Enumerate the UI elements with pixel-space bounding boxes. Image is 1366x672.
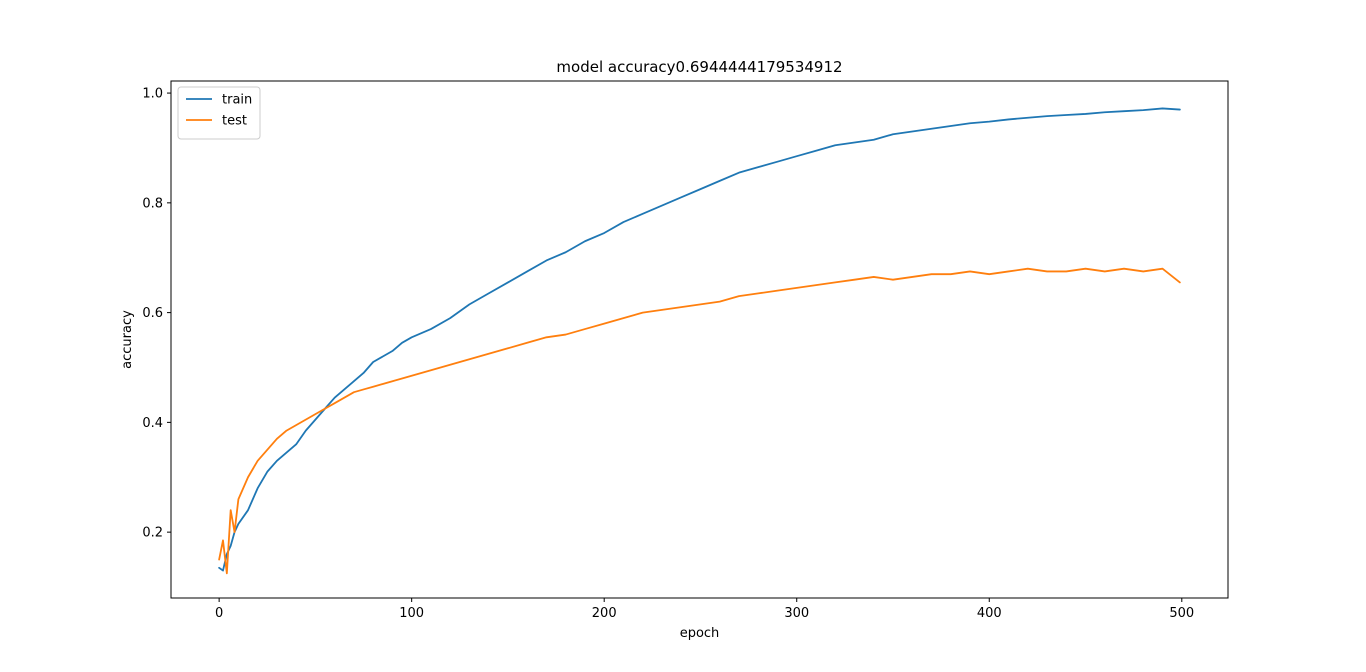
x-tick-label: 300 bbox=[784, 606, 809, 621]
y-tick-label: 0.4 bbox=[142, 416, 163, 431]
legend-box bbox=[177, 86, 261, 140]
y-tick-label: 0.6 bbox=[142, 306, 163, 321]
y-tick-label: 0.2 bbox=[142, 526, 163, 541]
x-tick-label: 500 bbox=[1169, 606, 1194, 621]
series-line-test bbox=[218, 267, 1181, 575]
chart-title: model accuracy0.6944444179534912 bbox=[556, 58, 842, 76]
x-tick-label: 400 bbox=[977, 606, 1002, 621]
series-layer bbox=[218, 107, 1181, 575]
series-line-train bbox=[218, 107, 1181, 572]
y-axis-label: accuracy bbox=[120, 310, 135, 369]
plot-area-frame bbox=[170, 80, 1229, 599]
legend-label-train: train bbox=[222, 93, 252, 108]
x-tick-label: 0 bbox=[215, 606, 223, 621]
y-tick-label: 0.8 bbox=[142, 196, 163, 211]
x-axis: 0 100 200 300 400 500 bbox=[215, 598, 1194, 621]
x-tick-label: 100 bbox=[399, 606, 424, 621]
x-axis-label: epoch bbox=[680, 626, 720, 641]
legend-label-test: test bbox=[222, 114, 247, 129]
legend: train test bbox=[177, 86, 261, 140]
y-tick-label: 1.0 bbox=[142, 87, 163, 102]
x-tick-label: 200 bbox=[592, 606, 617, 621]
y-axis: 0.2 0.4 0.6 0.8 1.0 bbox=[142, 87, 171, 541]
